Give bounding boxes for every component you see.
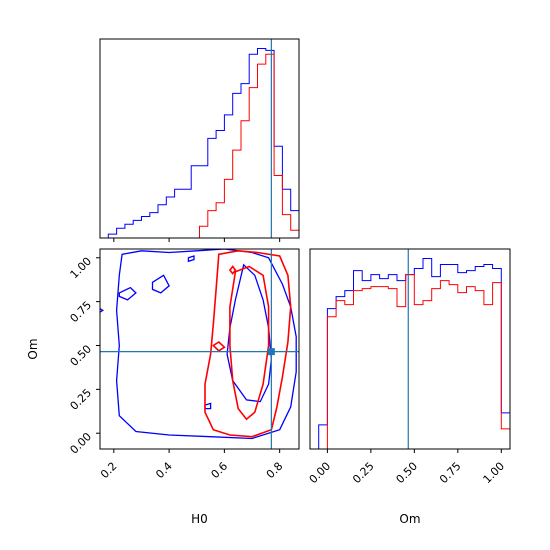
joint-ylabel: Om [26, 338, 40, 359]
om-marginal-x-tick-label: 0.75 [437, 460, 464, 487]
joint-xlabel: H0 [191, 512, 208, 526]
contour-red-7 [204, 249, 292, 438]
om-marginal-plot [318, 249, 510, 449]
om-marginal-x-tick-label: 0.50 [394, 460, 421, 487]
contour-blue-6 [100, 307, 105, 313]
joint-plot [100, 249, 299, 449]
h0-hist-blue [100, 48, 299, 238]
om-marginal-x-tick-label: 1.00 [481, 460, 508, 487]
joint-x-tick-label: 0.4 [153, 460, 175, 482]
h0-hist-red [100, 53, 299, 238]
joint-y-tick-label: 0.50 [68, 342, 95, 369]
joint-y-tick-label: 0.75 [68, 299, 95, 326]
contour-blue-3 [151, 274, 170, 294]
om-marginal-frame [309, 248, 511, 450]
contour-blue-4 [187, 255, 195, 263]
contour-blue-0 [115, 249, 297, 440]
contour-blue-5 [204, 402, 212, 410]
h0-marginal-plot [100, 39, 299, 238]
joint-y-tick-label: 1.00 [68, 255, 95, 282]
om-marginal-x-tick-label: 0.25 [350, 460, 377, 487]
joint-y-tick-label: 0.25 [68, 386, 95, 413]
joint-x-tick-label: 0.8 [264, 460, 286, 482]
h0-marginal-frame [99, 38, 300, 239]
om-marginal-x-tick-label: 0.00 [307, 460, 334, 487]
joint-frame [99, 248, 300, 450]
joint-x-tick-label: 0.2 [98, 460, 120, 482]
contour-blue-2 [118, 286, 137, 301]
contour-red-10 [212, 340, 226, 352]
om-marginal-xlabel: Om [399, 512, 420, 526]
joint-truth-marker [267, 348, 275, 356]
contour-red-9 [228, 265, 237, 275]
joint-y-tick-label: 0.00 [68, 430, 95, 457]
joint-x-tick-label: 0.6 [209, 460, 231, 482]
om-hist-red [318, 274, 510, 449]
contour-red-8 [229, 265, 270, 421]
